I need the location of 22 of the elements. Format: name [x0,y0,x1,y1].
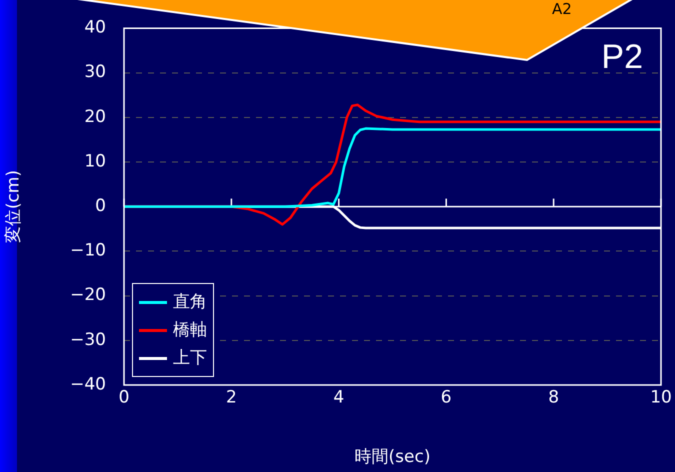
x-axis-title: 時間(sec) [354,447,430,468]
y-tick-label: 40 [84,18,106,38]
x-tick-label: 10 [650,388,672,408]
y-tick-label: −40 [70,374,106,394]
annotation: P2 [601,38,643,77]
y-tick-label: 30 [84,62,106,82]
y-tick-label: −20 [70,285,106,306]
legend-label: 上下 [173,347,207,370]
x-tick-label: 0 [118,388,130,408]
y-tick-label: −10 [70,240,106,261]
y-tick-label: 10 [84,151,106,172]
y-tick-label: 0 [95,196,106,216]
x-tick-label: 4 [333,388,344,408]
y-axis-title: 変位(cm) [4,170,24,244]
y-tick-label: −30 [70,330,106,350]
legend-label: 橋軸 [173,319,207,342]
text: A2 [552,0,572,18]
legend-label: 直角 [173,291,207,314]
x-tick-label: 6 [440,388,452,408]
y-tick-label: 20 [84,106,106,127]
x-tick-label: 2 [226,388,237,408]
x-tick-label: 8 [548,388,560,408]
